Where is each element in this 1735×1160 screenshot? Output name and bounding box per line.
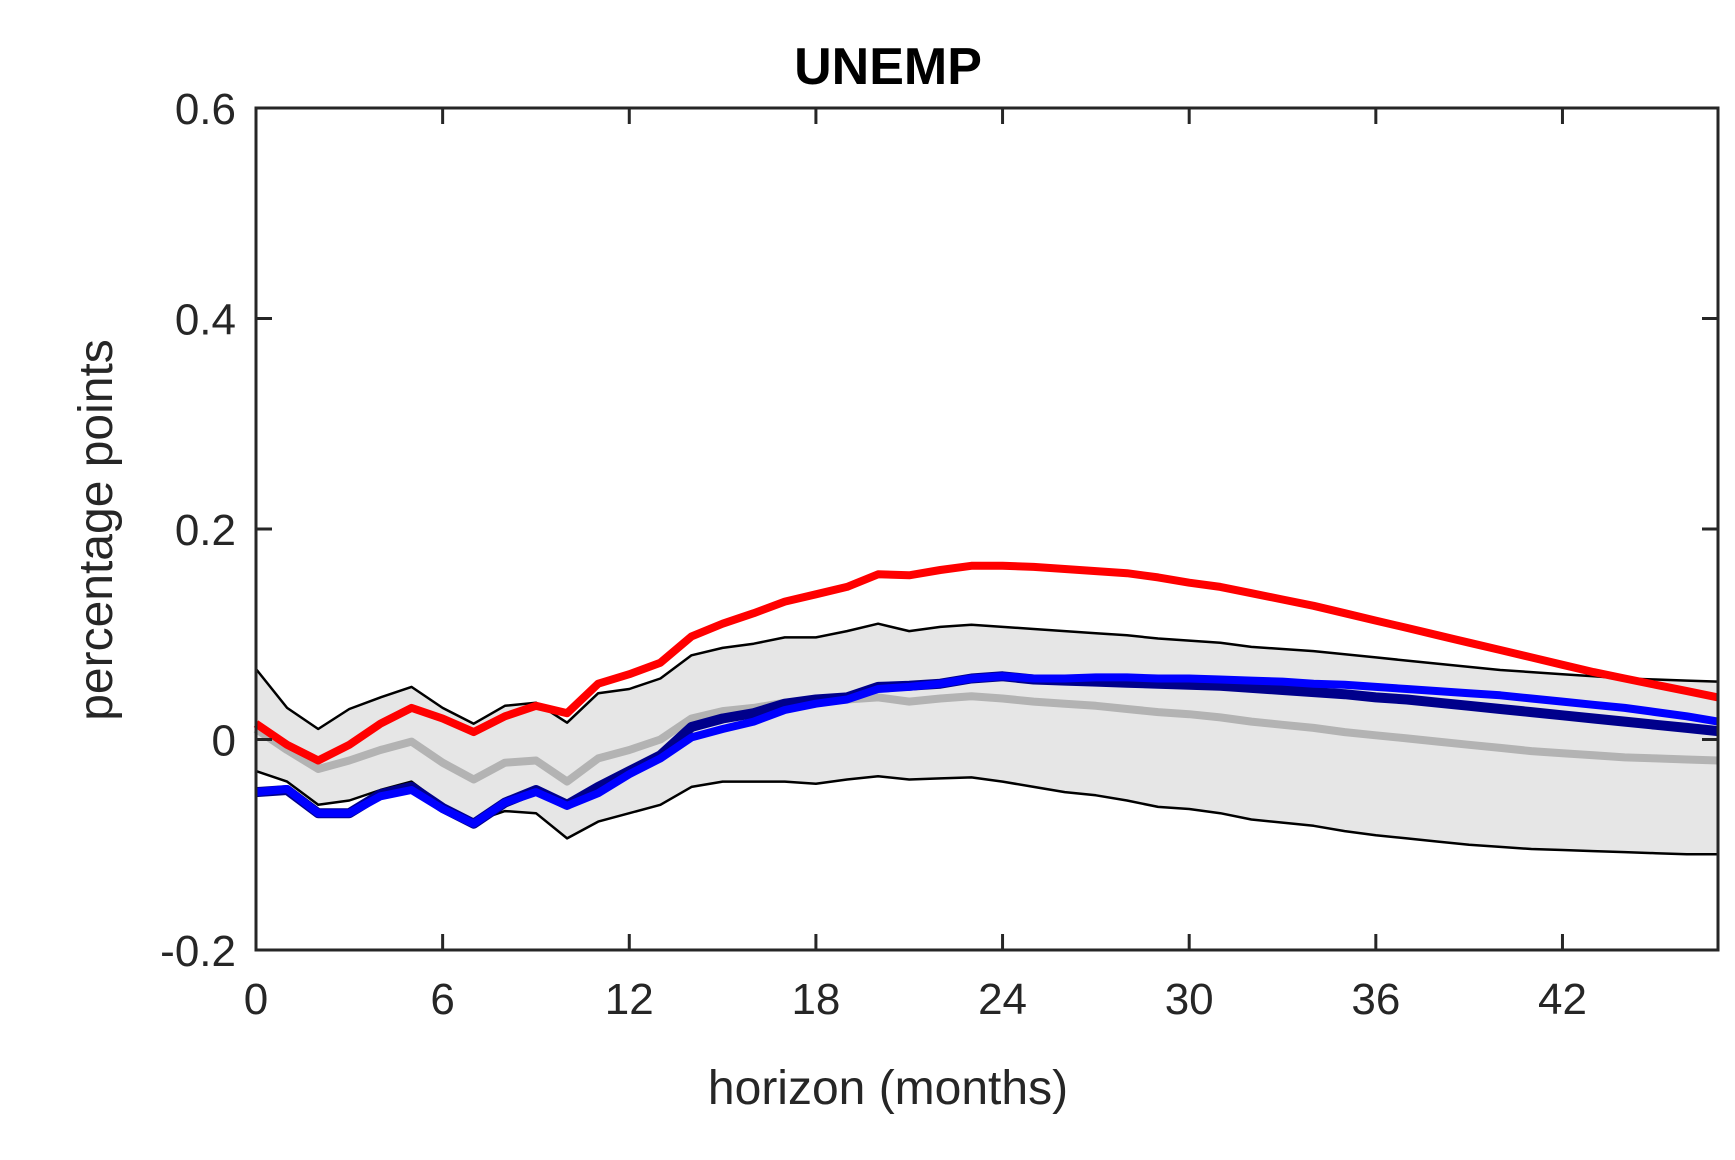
series-line-3	[255, 672, 1719, 828]
x-axis-label: horizon (months)	[708, 1062, 1068, 1115]
y-tick-label: -0.2	[160, 927, 236, 976]
x-tick-label: 24	[978, 975, 1027, 1024]
plot-area: 0 6 12 18 24 30 36 42-0.200.20.40.6	[160, 85, 1720, 1024]
band-upper-line	[255, 622, 1719, 731]
x-tick-label: 42	[1538, 975, 1587, 1024]
band-lower-line	[255, 769, 1718, 856]
y-tick-label: 0.6	[175, 85, 236, 134]
x-tick-label: 12	[605, 975, 654, 1024]
series-line-1	[253, 692, 1719, 786]
y-tick-label: 0	[212, 717, 236, 766]
y-axis-label: percentage points	[70, 339, 123, 721]
y-tick-label: 0.2	[175, 506, 236, 555]
chart-title: UNEMP	[794, 38, 982, 96]
x-tick-label: 36	[1351, 975, 1400, 1024]
x-tick-label: 30	[1165, 975, 1214, 1024]
y-tick-label: 0.4	[175, 296, 236, 345]
x-tick-label: 18	[791, 975, 840, 1024]
x-tick-label: 6	[430, 975, 454, 1024]
series-line-4	[253, 561, 1719, 765]
x-tick-label: 0	[244, 975, 268, 1024]
